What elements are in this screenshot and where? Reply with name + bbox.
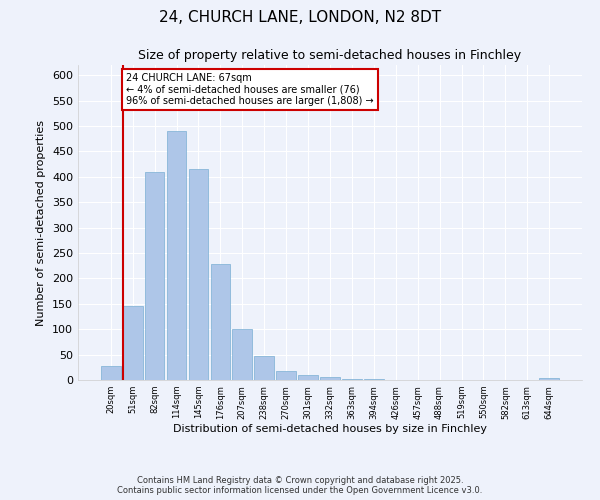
X-axis label: Distribution of semi-detached houses by size in Finchley: Distribution of semi-detached houses by … (173, 424, 487, 434)
Text: 24 CHURCH LANE: 67sqm
← 4% of semi-detached houses are smaller (76)
96% of semi-: 24 CHURCH LANE: 67sqm ← 4% of semi-detac… (126, 72, 374, 106)
Bar (254, 356, 274, 380)
Bar (539, 378, 559, 380)
Bar (123, 306, 143, 380)
Bar (145, 172, 164, 380)
Y-axis label: Number of semi-detached properties: Number of semi-detached properties (37, 120, 46, 326)
Bar (188, 169, 208, 380)
Bar (342, 379, 362, 380)
Title: Size of property relative to semi-detached houses in Finchley: Size of property relative to semi-detach… (139, 50, 521, 62)
Bar (101, 366, 121, 380)
Bar (167, 131, 187, 380)
Bar (276, 371, 296, 380)
Bar (232, 329, 252, 380)
Text: 24, CHURCH LANE, LONDON, N2 8DT: 24, CHURCH LANE, LONDON, N2 8DT (159, 10, 441, 25)
Text: Contains HM Land Registry data © Crown copyright and database right 2025.
Contai: Contains HM Land Registry data © Crown c… (118, 476, 482, 495)
Bar (211, 264, 230, 380)
Bar (320, 378, 340, 380)
Bar (298, 375, 318, 380)
